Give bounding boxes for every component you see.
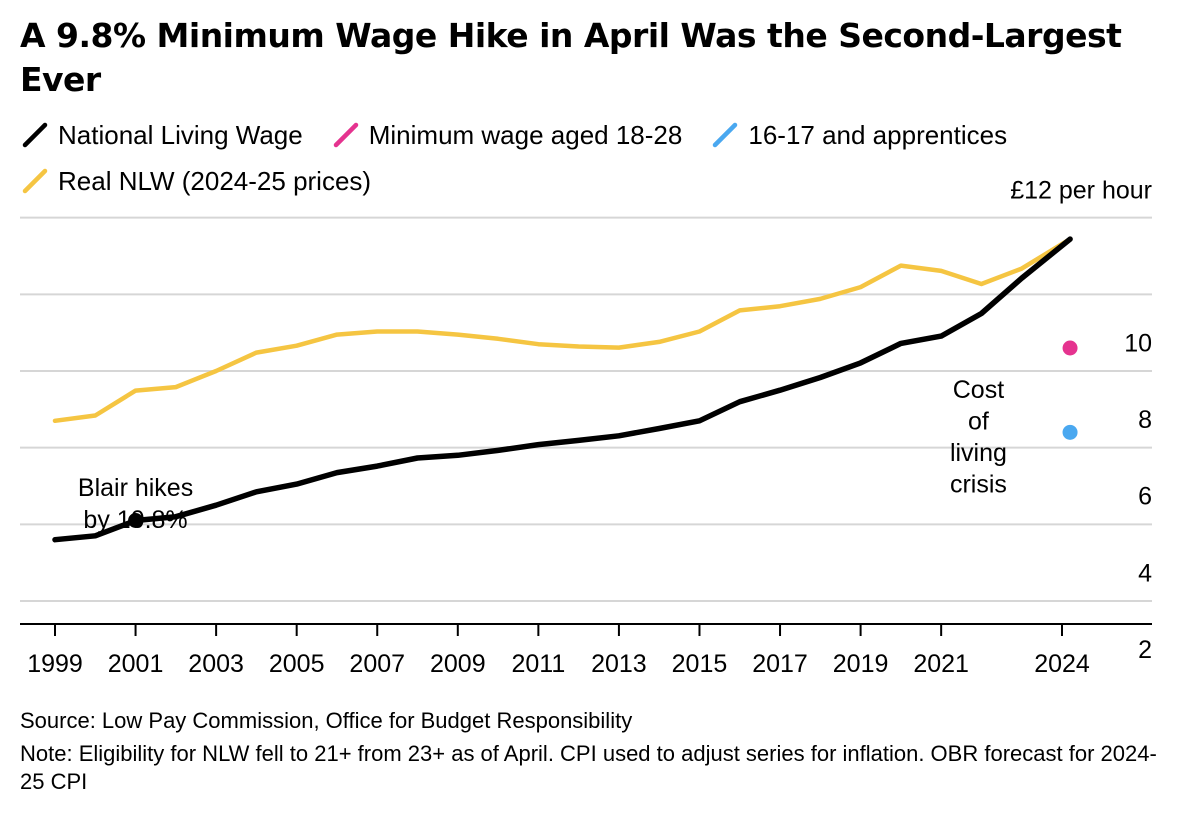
x-tick-label-2001: 2001: [108, 650, 164, 678]
y-tick-label-10: 10: [1124, 329, 1152, 357]
legend-item-national-living-wage: National Living Wage: [20, 118, 303, 152]
annotation-marker-blair-hikes: [128, 513, 144, 528]
x-tick-label-2019: 2019: [833, 650, 889, 678]
annotation-cost-of-living-crisis-line: living: [950, 439, 1007, 467]
chart-title: A 9.8% Minimum Wage Hike in April Was th…: [20, 16, 1122, 99]
legend-swatch-16-17-and-apprentices: [713, 122, 738, 148]
legend-item-minimum-wage-aged-18-28: Minimum wage aged 18-28: [331, 118, 683, 152]
x-tick-label-2017: 2017: [752, 650, 808, 678]
x-tick-label-2009: 2009: [430, 650, 486, 678]
series-line-real-nlw-2024-25-prices: [52, 236, 1073, 424]
legend-swatch-real-nlw-2024-25-prices: [22, 168, 48, 194]
chart-plot: 2 4 6 8 10 £12 per hour 1999 2001 2003 2005 2007 20…: [20, 177, 1152, 678]
y-tick-label-8: 8: [1138, 406, 1152, 434]
annotation-cost-of-living-crisis: Cost of living crisis: [950, 376, 1007, 499]
x-tick-label-2005: 2005: [269, 650, 325, 678]
legend-item-16-17-and-apprentices: 16-17 and apprentices: [710, 118, 1007, 152]
x-tick-label-2007: 2007: [349, 650, 405, 678]
legend: National Living Wage Minimum wage aged 18…: [20, 118, 1160, 198]
y-tick-label-2: 2: [1138, 636, 1152, 664]
annotation-cost-of-living-crisis-line: of: [968, 408, 989, 436]
x-tick-label-2011: 2011: [511, 650, 565, 678]
annotation-blair-hikes: Blair hikes by 10.8%: [78, 474, 193, 534]
y-tick-label-4: 4: [1138, 559, 1152, 587]
footnote: Note: Eligibility for NLW fell to 21+ fr…: [20, 741, 1157, 794]
x-tick-label-2013: 2013: [591, 650, 647, 678]
legend-swatch-national-living-wage: [22, 122, 48, 148]
legend-label: Real NLW (2024-25 prices): [58, 166, 372, 196]
annotation-blair-hikes-line: Blair hikes: [78, 474, 193, 502]
x-tick-label-2021: 2021: [913, 650, 969, 678]
x-tick-label-2024: 2024: [1034, 650, 1090, 678]
legend-label: Minimum wage aged 18-28: [368, 120, 683, 150]
annotation-cost-of-living-crisis-line: crisis: [950, 471, 1007, 499]
x-tick-label-2003: 2003: [188, 650, 244, 678]
x-tick-label-1999: 1999: [27, 650, 83, 678]
series-point-minimum-wage-aged-18-28-0: [1062, 340, 1078, 356]
series-line-national-living-wage: [52, 236, 1073, 543]
annotation-cost-of-living-crisis-line: Cost: [953, 376, 1004, 404]
legend-label: 16-17 and apprentices: [748, 120, 1008, 150]
source-note: Source: Low Pay Commission, Office for B…: [20, 708, 633, 733]
annotation-blair-hikes-line: by 10.8%: [83, 506, 187, 534]
x-tick-label-2015: 2015: [672, 650, 728, 678]
legend-swatch-minimum-wage-aged-18-28: [333, 122, 358, 148]
legend-label: National Living Wage: [58, 120, 303, 150]
y-tick-label-6: 6: [1138, 483, 1152, 511]
series-point-16-17-and-apprentices-0: [1062, 424, 1078, 440]
legend-item-real-nlw-2024-25-prices: Real NLW (2024-25 prices): [20, 164, 371, 198]
y-tick-label-12: £12 per hour: [1010, 177, 1152, 205]
